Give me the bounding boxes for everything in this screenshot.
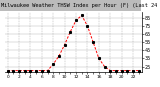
Text: Milwaukee Weather THSW Index per Hour (F) (Last 24 Hours): Milwaukee Weather THSW Index per Hour (F… [1,3,160,8]
